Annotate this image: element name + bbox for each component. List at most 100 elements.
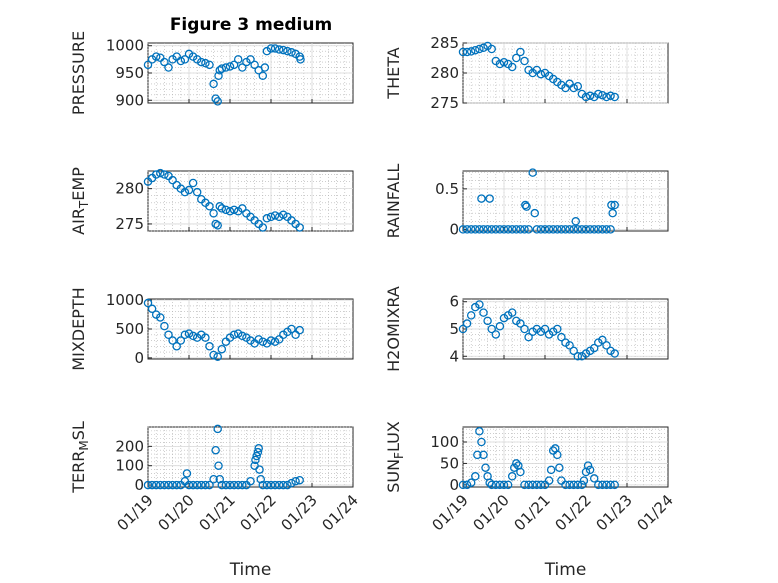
data-point (598, 335, 607, 345)
data-point (546, 465, 556, 475)
data-point (477, 194, 486, 203)
data-point (557, 332, 566, 342)
data-point (156, 168, 165, 178)
data-point (168, 336, 177, 345)
data-point (520, 225, 529, 234)
data-point (192, 480, 202, 490)
data-point (487, 225, 496, 234)
ylabel-2: AIRTEMP (69, 167, 91, 235)
ytick-label: 0.5 (435, 180, 459, 198)
data-point (283, 46, 292, 56)
data-point (507, 62, 517, 72)
data-point (594, 89, 603, 99)
data-point (598, 90, 607, 100)
data-point (462, 480, 472, 490)
data-point (250, 60, 259, 70)
data-point (491, 330, 501, 339)
data-point (606, 91, 615, 101)
ytick-label: 285 (430, 34, 459, 52)
data-point (274, 480, 284, 490)
data-point (229, 60, 239, 70)
data-point (217, 64, 227, 73)
data-point (565, 341, 574, 350)
data-point (571, 217, 581, 226)
ylabel-3: RAINFALL (384, 164, 403, 239)
data-point (573, 352, 583, 361)
ytick-label: 500 (115, 320, 144, 338)
data-point (156, 313, 165, 322)
data-point (283, 480, 292, 490)
data-point (544, 476, 554, 485)
data-point (573, 225, 583, 234)
data-point (143, 60, 153, 70)
data-point (499, 57, 509, 67)
data-point (176, 56, 186, 66)
data-point (214, 461, 223, 470)
data-point (536, 69, 546, 79)
data-point (180, 187, 190, 197)
data-point (524, 225, 533, 234)
data-point (610, 349, 619, 358)
xlabel-7: Time (229, 560, 272, 580)
data-point (188, 480, 198, 490)
data-point (151, 170, 161, 179)
ylabel-5: H2OMIXRA (384, 286, 403, 372)
data-point (507, 225, 517, 234)
data-point (213, 97, 222, 106)
data-point (255, 465, 264, 474)
data-point (521, 200, 530, 210)
data-point (221, 480, 231, 490)
axes-box-3 (147, 170, 354, 232)
data-point (466, 311, 476, 320)
data-point (266, 480, 276, 490)
data-point (295, 223, 304, 232)
ytick-label: 0 (449, 220, 459, 238)
data-point (540, 225, 550, 234)
data-point (487, 480, 496, 490)
subplot-1: 900 950 1000 PRESSURE (69, 31, 354, 115)
data-point (579, 476, 589, 485)
data-point (473, 450, 482, 460)
data-point (221, 63, 231, 72)
data-point (205, 342, 214, 351)
data-point (481, 463, 490, 472)
data-point (495, 59, 505, 69)
data-point (260, 63, 270, 72)
data-point (485, 194, 494, 203)
data-point (214, 71, 223, 80)
data-point (274, 212, 284, 222)
data-point (522, 202, 531, 211)
data-point (565, 480, 574, 490)
data-point (254, 335, 263, 344)
data-point (573, 480, 583, 490)
data-point (479, 450, 488, 460)
data-point (561, 225, 570, 234)
data-point (184, 185, 194, 195)
ytick-label: 6 (449, 293, 459, 311)
data-point (499, 225, 509, 234)
data-point (548, 225, 558, 234)
data-point (544, 225, 554, 234)
data-point (238, 63, 247, 72)
data-point (458, 480, 468, 490)
data-point (266, 212, 276, 222)
data-point (610, 92, 619, 102)
data-point (577, 225, 587, 234)
data-point (274, 45, 284, 54)
data-point (151, 52, 161, 61)
data-point (487, 44, 496, 54)
data-point (569, 225, 578, 234)
data-point (606, 225, 615, 234)
ytick-label: 275 (115, 215, 144, 233)
data-point (258, 223, 268, 232)
data-point (589, 225, 599, 234)
data-point (462, 47, 472, 57)
data-point (164, 63, 173, 72)
ytick-label: 280 (115, 180, 144, 198)
data-point (458, 324, 468, 334)
data-point (585, 465, 595, 475)
data-point (209, 350, 218, 360)
data-point (471, 472, 480, 481)
ytick-label: 900 (115, 91, 144, 109)
